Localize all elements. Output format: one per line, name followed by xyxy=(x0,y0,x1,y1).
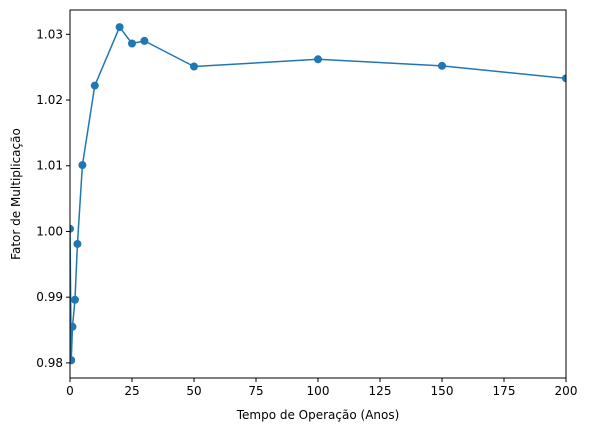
data-point xyxy=(90,81,99,90)
x-tick-label: 100 xyxy=(307,384,330,398)
y-tick-label: 1.01 xyxy=(36,159,63,173)
x-tick-label: 150 xyxy=(431,384,454,398)
data-point xyxy=(190,62,198,71)
y-tick-label: 0.98 xyxy=(36,356,63,370)
data-point xyxy=(70,356,76,365)
series-layer xyxy=(70,23,566,365)
y-tick-label: 1.02 xyxy=(36,93,63,107)
data-point xyxy=(70,322,77,331)
data-point xyxy=(115,23,124,32)
x-tick-label: 0 xyxy=(66,384,74,398)
series-line xyxy=(70,26,566,362)
data-point xyxy=(128,39,136,48)
x-axis-label: Tempo de Operação (Anos) xyxy=(236,408,400,422)
x-tick-label: 50 xyxy=(186,384,201,398)
y-tick-label: 1.03 xyxy=(36,27,63,41)
x-tick-label: 75 xyxy=(248,384,263,398)
data-point xyxy=(562,74,566,83)
data-point xyxy=(73,239,82,248)
data-point xyxy=(438,61,446,70)
y-tick-label: 1.00 xyxy=(36,224,63,238)
x-tick-label: 200 xyxy=(555,384,578,398)
x-tick-label: 25 xyxy=(124,384,139,398)
x-axis-ticks: 0 25 50 75 100 125 150 175 200 xyxy=(66,378,577,398)
data-point xyxy=(314,55,322,64)
data-point xyxy=(70,295,79,304)
x-tick-label: 175 xyxy=(493,384,516,398)
y-axis-label: Fator de Multiplicação xyxy=(9,128,23,260)
y-tick-label: 0.99 xyxy=(36,290,63,304)
x-tick-label: 125 xyxy=(369,384,392,398)
data-point xyxy=(70,224,74,233)
y-axis-ticks: 0.98 0.99 1.00 1.01 1.02 1.03 xyxy=(36,27,70,370)
data-point xyxy=(140,36,149,45)
data-point xyxy=(78,161,87,170)
plot-frame xyxy=(69,9,567,379)
